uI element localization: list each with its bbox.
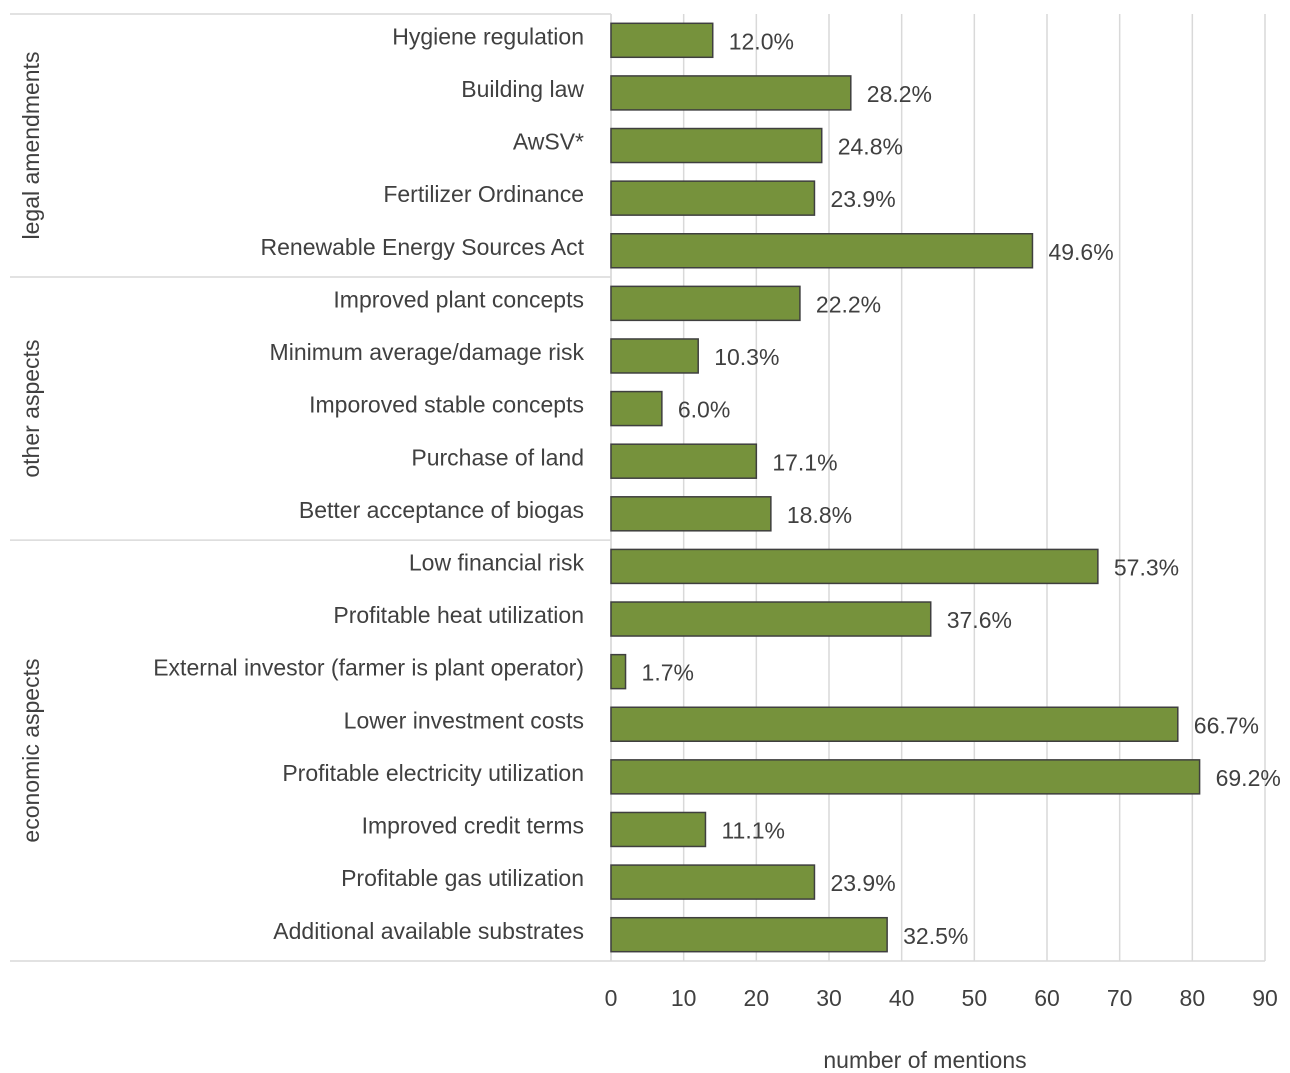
x-tick-label: 0 [605, 985, 618, 1011]
x-tick-label: 90 [1252, 985, 1278, 1011]
data-label: 66.7% [1194, 712, 1259, 738]
bar [610, 75, 852, 111]
data-label: 1.7% [642, 660, 694, 686]
data-label: 23.9% [830, 870, 895, 896]
bar [610, 338, 699, 374]
bar [610, 759, 1201, 795]
data-label: 28.2% [867, 81, 932, 107]
data-label: 10.3% [714, 344, 779, 370]
y-tick-label: Lower investment costs [344, 707, 584, 733]
x-tick-label: 60 [1034, 985, 1060, 1011]
data-label: 17.1% [772, 449, 837, 475]
x-tick-label: 50 [962, 985, 988, 1011]
x-tick-label: 10 [671, 985, 697, 1011]
data-label: 37.6% [947, 607, 1012, 633]
bar [610, 22, 714, 59]
bar [610, 864, 816, 900]
data-label: 23.9% [830, 186, 895, 212]
x-tick-label: 40 [889, 985, 915, 1011]
data-label: 11.1% [721, 818, 785, 844]
bar [610, 496, 772, 532]
y-tick-label: Better acceptance of biogas [299, 497, 584, 523]
bar [610, 285, 801, 322]
data-label: 49.6% [1048, 239, 1113, 265]
group-label: economic aspects [18, 659, 44, 843]
group-label: legal amendments [18, 52, 44, 240]
data-label: 6.0% [678, 397, 730, 423]
x-tick-label: 80 [1180, 985, 1206, 1011]
y-tick-label: AwSV* [513, 129, 584, 155]
bar [610, 601, 932, 637]
y-tick-label: Fertilizer Ordinance [383, 181, 584, 207]
bar [610, 706, 1179, 742]
y-tick-label: Hygiene regulation [392, 23, 584, 49]
data-label: 57.3% [1114, 554, 1179, 580]
bar [610, 233, 1034, 269]
data-label: 18.8% [787, 502, 852, 528]
bar [610, 653, 627, 690]
y-tick-label: Profitable gas utilization [341, 865, 584, 891]
bar [610, 443, 758, 479]
y-tick-label: Improved plant concepts [333, 286, 584, 312]
x-tick-label: 70 [1107, 985, 1133, 1011]
bar [610, 811, 707, 848]
bar [610, 180, 816, 216]
y-tick-label: Renewable Energy Sources Act [261, 234, 585, 260]
data-label: 24.8% [838, 134, 903, 160]
data-label: 22.2% [816, 291, 881, 317]
bar [610, 127, 823, 164]
y-tick-label: Additional available substrates [273, 918, 584, 944]
y-tick-label: Profitable heat utilization [333, 602, 584, 628]
y-tick-label: Purchase of land [411, 444, 584, 470]
x-tick-label: 20 [744, 985, 770, 1011]
group-label: other aspects [18, 340, 44, 478]
y-tick-label: External investor (farmer is plant opera… [153, 655, 584, 681]
bar [610, 916, 888, 953]
data-label: 32.5% [903, 923, 968, 949]
data-label: 12.0% [729, 28, 794, 54]
x-axis-title: number of mentions [823, 1047, 1026, 1073]
y-tick-label: Minimum average/damage risk [270, 339, 585, 365]
y-tick-label: Imporoved stable concepts [309, 392, 584, 418]
bar [610, 548, 1099, 585]
y-tick-label: Profitable electricity utilization [282, 760, 584, 786]
y-tick-label: Improved credit terms [362, 813, 584, 839]
y-tick-label: Building law [461, 76, 584, 102]
y-tick-label: Low financial risk [409, 549, 585, 575]
data-label: 69.2% [1216, 765, 1281, 791]
x-tick-label: 30 [816, 985, 842, 1011]
bar [610, 390, 663, 427]
